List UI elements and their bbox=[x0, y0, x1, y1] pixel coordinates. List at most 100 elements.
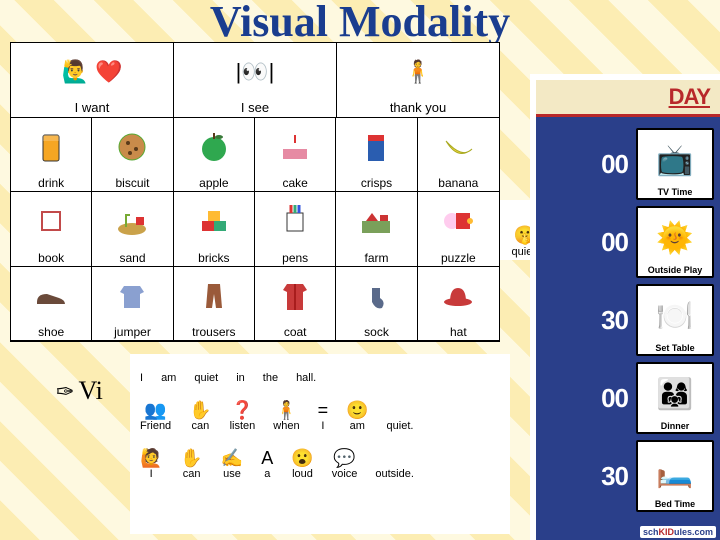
sentence-row-2: 🙋I ✋can ✍️use Aa 😮loud 💬voice outside. bbox=[140, 438, 500, 480]
pecs-header-icon: |👀| bbox=[174, 43, 336, 100]
pecs-grid: drink biscuit apple cake crisps banana b… bbox=[11, 118, 499, 341]
pecs-header-1: |👀| I see bbox=[174, 43, 337, 117]
pecs-label: sock bbox=[364, 325, 389, 339]
schedule-board: DAY 00 📺 TV Time 00 🌞 Outside Play 30 🍽️… bbox=[530, 74, 720, 540]
word-icon: ✋ bbox=[180, 449, 202, 467]
word-label: I bbox=[150, 468, 153, 480]
word-label: quiet bbox=[194, 372, 218, 384]
pecs-header-2: 🧍 thank you bbox=[337, 43, 499, 117]
word-label: hall. bbox=[296, 372, 316, 384]
schedule-time: 30 bbox=[578, 461, 628, 492]
pecs-cell-drink: drink bbox=[11, 118, 92, 192]
logo-mid: KID bbox=[658, 527, 674, 537]
pecs-label: jumper bbox=[114, 325, 151, 339]
pecs-header-label: I see bbox=[241, 100, 269, 115]
pecs-icon-hat bbox=[418, 267, 499, 325]
sentence-strip: Iamquietinthehall.👥Friend✋can❓listen🧍whe… bbox=[130, 354, 510, 534]
pecs-header-0: 🙋‍♂️ ❤️ I want bbox=[11, 43, 174, 117]
pecs-label: book bbox=[38, 251, 64, 265]
bullet-marker-icon: ✑ bbox=[56, 379, 74, 404]
word-label: use bbox=[223, 468, 241, 480]
schedule-card-icon: 🌞 bbox=[656, 211, 693, 265]
word-icon: ✋ bbox=[189, 401, 211, 419]
sentence-word: 🙂am bbox=[346, 401, 368, 432]
pecs-label: banana bbox=[438, 176, 478, 190]
pecs-cell-apple: apple bbox=[174, 118, 255, 192]
pecs-cell-banana: banana bbox=[418, 118, 499, 192]
schedule-card-bed time: 🛏️ Bed Time bbox=[636, 440, 714, 512]
word-icon: ❓ bbox=[231, 401, 253, 419]
pecs-cell-sock: sock bbox=[336, 267, 417, 341]
schedule-title: DAY bbox=[536, 80, 720, 117]
sentence-word: outside. bbox=[375, 468, 414, 480]
pecs-label: farm bbox=[364, 251, 388, 265]
sentence-word: 👥Friend bbox=[140, 401, 171, 432]
pecs-icon-pens bbox=[255, 192, 335, 250]
word-icon: 🙋 bbox=[140, 449, 162, 467]
pecs-board: 🙋‍♂️ ❤️ I want|👀| I see🧍 thank you drink… bbox=[10, 42, 500, 342]
schedule-card-label: Dinner bbox=[661, 421, 690, 431]
pecs-icon-jumper bbox=[92, 267, 172, 325]
pecs-cell-farm: farm bbox=[336, 192, 417, 266]
word-label: can bbox=[192, 420, 210, 432]
pecs-icon-sock bbox=[336, 267, 416, 325]
sentence-word: hall. bbox=[296, 372, 316, 384]
word-label: am bbox=[161, 372, 176, 384]
sentence-word: ❓listen bbox=[230, 401, 256, 432]
sentence-word: in bbox=[236, 372, 245, 384]
word-icon: A bbox=[261, 449, 273, 467]
sentence-word: quiet. bbox=[387, 420, 414, 432]
sentence-word: 🧍when bbox=[273, 401, 299, 432]
logo-post: ules.com bbox=[674, 527, 713, 537]
pecs-icon-puzzle bbox=[418, 192, 499, 250]
pecs-label: pens bbox=[282, 251, 308, 265]
pecs-label: drink bbox=[38, 176, 64, 190]
schedule-card-tv time: 📺 TV Time bbox=[636, 128, 714, 200]
schedule-row-4: 30 🛏️ Bed Time bbox=[536, 437, 714, 515]
pecs-headers: 🙋‍♂️ ❤️ I want|👀| I see🧍 thank you bbox=[11, 43, 499, 118]
word-label: Friend bbox=[140, 420, 171, 432]
schedule-card-set table: 🍽️ Set Table bbox=[636, 284, 714, 356]
pecs-cell-coat: coat bbox=[255, 267, 336, 341]
pecs-label: bricks bbox=[198, 251, 229, 265]
sentence-word: ✋can bbox=[180, 449, 202, 480]
sentence-row-0: Iam quiet in the hall. bbox=[140, 360, 500, 384]
schedule-title-text: DAY bbox=[669, 84, 710, 110]
sentence-word: =I bbox=[318, 401, 329, 432]
sentence-word: am bbox=[161, 372, 176, 384]
pecs-header-label: I want bbox=[75, 100, 110, 115]
word-icon: ✍️ bbox=[221, 449, 243, 467]
schedule-card-label: Outside Play bbox=[648, 265, 703, 275]
word-label: I bbox=[140, 372, 143, 384]
word-label: the bbox=[263, 372, 278, 384]
pecs-cell-sand: sand bbox=[92, 192, 173, 266]
sentence-word: I bbox=[140, 372, 143, 384]
pecs-cell-book: book bbox=[11, 192, 92, 266]
schedule-time: 30 bbox=[578, 305, 628, 336]
sentence-word: 🙋I bbox=[140, 449, 162, 480]
page-title: Visual Modality bbox=[0, 0, 720, 44]
pecs-icon-shoe bbox=[11, 267, 91, 325]
word-label: listen bbox=[230, 420, 256, 432]
pecs-cell-bricks: bricks bbox=[174, 192, 255, 266]
word-icon: 😮 bbox=[291, 449, 313, 467]
schedule-card-icon: 🍽️ bbox=[656, 289, 693, 343]
pecs-icon-book bbox=[11, 192, 91, 250]
schedule-card-label: Bed Time bbox=[655, 499, 695, 509]
logo-pre: sch bbox=[643, 527, 659, 537]
pecs-label: hat bbox=[450, 325, 467, 339]
schedule-card-dinner: 👨‍👩‍👧 Dinner bbox=[636, 362, 714, 434]
schedule-row-2: 30 🍽️ Set Table bbox=[536, 281, 714, 359]
schedule-card-outside play: 🌞 Outside Play bbox=[636, 206, 714, 278]
sentence-word: 💬voice bbox=[332, 449, 358, 480]
pecs-label: coat bbox=[284, 325, 307, 339]
pecs-icon-drink bbox=[11, 118, 91, 176]
pecs-icon-crisps bbox=[336, 118, 416, 176]
sentence-word: 😮loud bbox=[291, 449, 313, 480]
word-label: can bbox=[183, 468, 201, 480]
word-label: voice bbox=[332, 468, 358, 480]
word-label: a bbox=[264, 468, 270, 480]
pecs-cell-jumper: jumper bbox=[92, 267, 173, 341]
word-label: am bbox=[350, 420, 365, 432]
pecs-label: shoe bbox=[38, 325, 64, 339]
